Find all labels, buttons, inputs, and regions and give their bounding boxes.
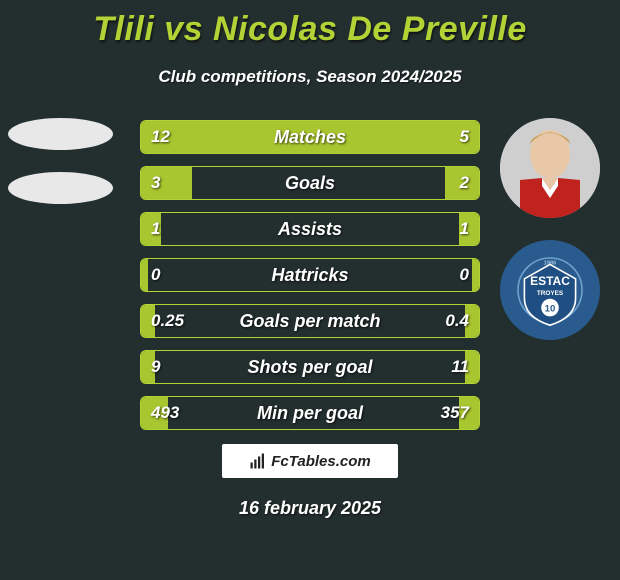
left-player-avatar	[8, 118, 113, 150]
stat-row: 125Matches	[140, 120, 480, 154]
badge-text-sub: TROYES	[537, 290, 564, 297]
stat-value-right: 357	[441, 397, 469, 429]
stat-label: Min per goal	[141, 397, 479, 429]
site-logo: FcTables.com	[222, 444, 398, 478]
bar-right	[472, 259, 479, 291]
stat-value-left: 3	[151, 167, 160, 199]
left-player-column	[8, 118, 113, 226]
left-club-badge	[8, 172, 113, 204]
stat-value-right: 11	[451, 351, 469, 383]
stat-value-left: 0	[151, 259, 160, 291]
bar-left	[141, 121, 371, 153]
stat-value-left: 0.25	[151, 305, 184, 337]
stat-row: 3 2Goals	[140, 166, 480, 200]
stat-value-left: 12	[151, 121, 170, 153]
stats-table: 125Matches32Goals11Assists00Hattricks0.2…	[140, 120, 480, 442]
stat-label: Goals	[141, 167, 479, 199]
stat-value-right: 2	[460, 167, 469, 199]
badge-number: 10	[545, 304, 556, 315]
stat-value-right: 0	[460, 259, 469, 291]
stat-label: Assists	[141, 213, 479, 245]
chart-icon	[249, 452, 267, 470]
stat-value-left: 9	[151, 351, 160, 383]
stat-value-right: 1	[460, 213, 469, 245]
comparison-subtitle: Club competitions, Season 2024/2025	[0, 67, 620, 87]
stat-row: 0 0Hattricks	[140, 258, 480, 292]
stat-label: Goals per match	[141, 305, 479, 337]
badge-year: 1986	[544, 260, 556, 266]
club-badge-icon: ESTAC TROYES 10 1986	[510, 250, 590, 330]
stat-value-left: 493	[151, 397, 179, 429]
stat-label: Hattricks	[141, 259, 479, 291]
badge-text-main: ESTAC	[530, 274, 570, 288]
right-player-column: ESTAC TROYES 10 1986	[500, 118, 600, 362]
stat-value-right: 0.4	[445, 305, 469, 337]
stat-value-right: 5	[460, 121, 469, 153]
bar-left	[141, 259, 148, 291]
right-player-avatar	[500, 118, 600, 218]
stat-row: 1 1Assists	[140, 212, 480, 246]
stat-row: 493 357Min per goal	[140, 396, 480, 430]
comparison-title: Tlili vs Nicolas De Preville	[0, 0, 620, 49]
bar-left	[141, 167, 192, 199]
stat-row: 9 11Shots per goal	[140, 350, 480, 384]
player-icon	[500, 118, 600, 218]
site-name: FcTables.com	[271, 453, 370, 470]
right-club-badge: ESTAC TROYES 10 1986	[500, 240, 600, 340]
footer-date: 16 february 2025	[0, 498, 620, 519]
stat-value-left: 1	[151, 213, 160, 245]
stat-label: Shots per goal	[141, 351, 479, 383]
stat-row: 0.25 0.4Goals per match	[140, 304, 480, 338]
